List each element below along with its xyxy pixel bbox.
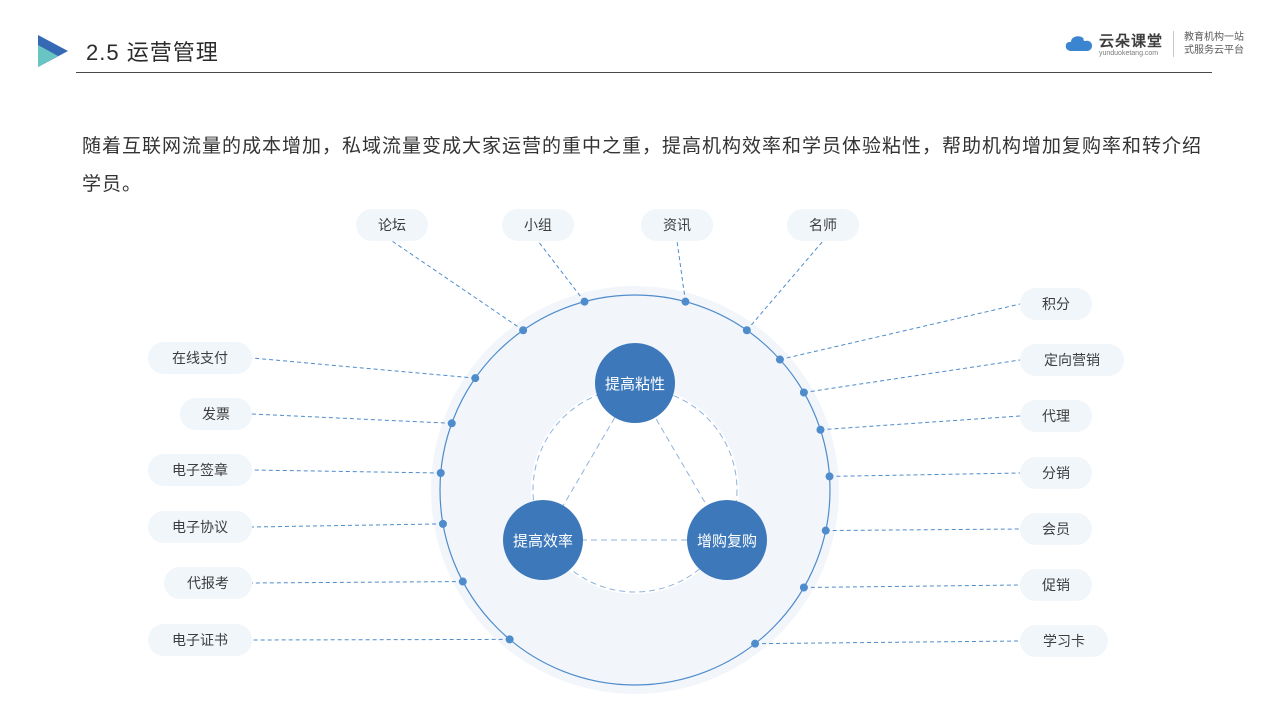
radial-diagram-svg (0, 0, 1280, 720)
